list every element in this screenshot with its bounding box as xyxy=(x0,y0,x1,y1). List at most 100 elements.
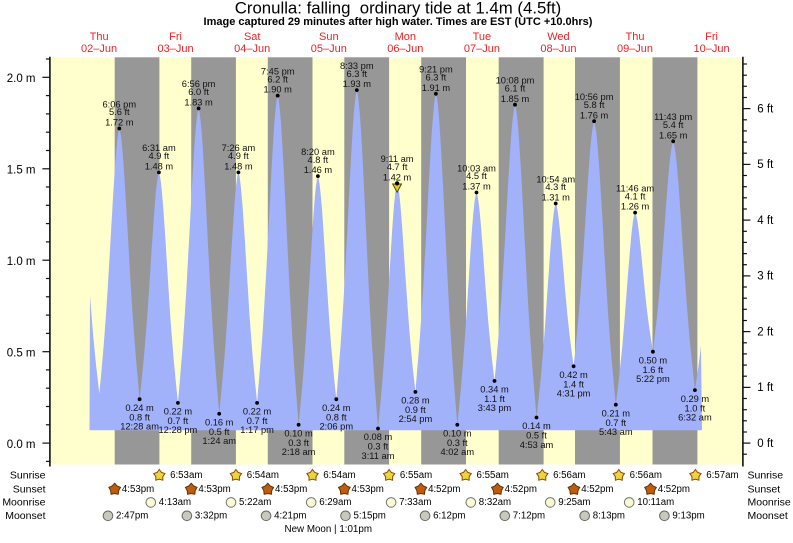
svg-text:0.9 ft: 0.9 ft xyxy=(405,405,426,415)
svg-text:4.7 ft: 4.7 ft xyxy=(387,162,408,172)
svg-text:10:11am: 10:11am xyxy=(637,497,674,508)
svg-text:Thu: Thu xyxy=(626,31,645,43)
svg-text:0.5 ft: 0.5 ft xyxy=(526,431,547,441)
svg-text:8:20 am: 8:20 am xyxy=(301,147,335,157)
svg-text:1.48 m: 1.48 m xyxy=(145,162,174,172)
svg-text:4:53pm: 4:53pm xyxy=(352,484,384,495)
svg-text:New Moon | 1:01pm: New Moon | 1:01pm xyxy=(285,524,373,535)
svg-text:1.90 m: 1.90 m xyxy=(263,85,292,95)
svg-text:8:33 pm: 8:33 pm xyxy=(340,61,374,71)
svg-text:2 ft: 2 ft xyxy=(757,326,774,338)
svg-text:5:15pm: 5:15pm xyxy=(354,510,386,521)
svg-text:0.21 m: 0.21 m xyxy=(602,408,631,418)
svg-text:5:43 am: 5:43 am xyxy=(599,427,633,437)
svg-text:7:33am: 7:33am xyxy=(399,497,431,508)
svg-text:0.0 m: 0.0 m xyxy=(7,439,36,451)
svg-text:1:24 am: 1:24 am xyxy=(202,436,236,446)
svg-text:1.83 m: 1.83 m xyxy=(184,98,213,108)
svg-text:0.3 ft: 0.3 ft xyxy=(368,442,389,452)
svg-text:0.22 m: 0.22 m xyxy=(243,407,272,417)
svg-text:8:13pm: 8:13pm xyxy=(593,510,625,521)
svg-text:5.8 ft: 5.8 ft xyxy=(584,100,605,110)
svg-text:2:47pm: 2:47pm xyxy=(116,510,148,521)
svg-text:4:02 am: 4:02 am xyxy=(441,447,475,457)
svg-text:Sunrise: Sunrise xyxy=(748,469,784,481)
svg-text:5.4 ft: 5.4 ft xyxy=(663,120,684,130)
svg-text:6:57am: 6:57am xyxy=(706,470,738,481)
svg-text:6:31 am: 6:31 am xyxy=(142,143,176,153)
svg-text:5:22 pm: 5:22 pm xyxy=(636,374,670,384)
svg-text:Sat: Sat xyxy=(244,31,261,43)
svg-text:6.3 ft: 6.3 ft xyxy=(346,69,367,79)
svg-text:5:22am: 5:22am xyxy=(239,497,271,508)
svg-text:Cronulla: falling ordinary ti: Cronulla: falling ordinary tide at 1.4m … xyxy=(235,0,561,18)
svg-text:4.8 ft: 4.8 ft xyxy=(308,155,329,165)
svg-text:7:26 am: 7:26 am xyxy=(222,143,256,153)
svg-text:1.1 ft: 1.1 ft xyxy=(484,394,505,404)
svg-text:08–Jun: 08–Jun xyxy=(540,43,576,55)
svg-text:1.31 m: 1.31 m xyxy=(541,193,570,203)
svg-text:4:53pm: 4:53pm xyxy=(122,484,154,495)
svg-text:6:56am: 6:56am xyxy=(553,470,585,481)
svg-text:0.7 ft: 0.7 ft xyxy=(247,416,268,426)
svg-text:Sun: Sun xyxy=(319,31,339,43)
svg-text:4:53 am: 4:53 am xyxy=(520,440,554,450)
svg-text:Moonset: Moonset xyxy=(748,510,788,522)
svg-text:0.16 m: 0.16 m xyxy=(205,418,234,428)
svg-text:2:54 pm: 2:54 pm xyxy=(399,414,433,424)
svg-text:1.93 m: 1.93 m xyxy=(343,79,372,89)
svg-text:Sunset: Sunset xyxy=(13,483,46,495)
svg-text:03–Jun: 03–Jun xyxy=(158,43,194,55)
svg-text:6:32 am: 6:32 am xyxy=(678,412,712,422)
svg-text:0.08 m: 0.08 m xyxy=(364,432,393,442)
svg-text:6.1 ft: 6.1 ft xyxy=(505,83,526,93)
svg-text:4:52pm: 4:52pm xyxy=(658,484,690,495)
svg-text:1.37 m: 1.37 m xyxy=(462,182,491,192)
svg-text:6:06 pm: 6:06 pm xyxy=(103,99,137,109)
svg-text:Sunrise: Sunrise xyxy=(10,469,46,481)
svg-text:1.65 m: 1.65 m xyxy=(659,130,688,140)
svg-text:0.10 m: 0.10 m xyxy=(443,429,472,439)
svg-text:0.7 ft: 0.7 ft xyxy=(605,418,626,428)
svg-text:3 ft: 3 ft xyxy=(757,271,774,283)
svg-text:06–Jun: 06–Jun xyxy=(387,43,423,55)
svg-text:0.22 m: 0.22 m xyxy=(164,407,193,417)
svg-text:6:12pm: 6:12pm xyxy=(433,510,465,521)
svg-text:5 ft: 5 ft xyxy=(757,159,774,171)
svg-text:0.8 ft: 0.8 ft xyxy=(129,412,150,422)
svg-text:0.10 m: 0.10 m xyxy=(284,429,313,439)
svg-text:6:55am: 6:55am xyxy=(400,470,432,481)
svg-text:0 ft: 0 ft xyxy=(757,438,774,450)
svg-text:Wed: Wed xyxy=(547,31,569,43)
svg-text:Fri: Fri xyxy=(169,31,182,43)
svg-text:Fri: Fri xyxy=(705,31,718,43)
svg-text:1.5 m: 1.5 m xyxy=(7,165,36,177)
svg-text:4:31 pm: 4:31 pm xyxy=(557,389,591,399)
svg-text:1.91 m: 1.91 m xyxy=(422,83,451,93)
svg-text:3:32pm: 3:32pm xyxy=(195,510,227,521)
svg-text:10–Jun: 10–Jun xyxy=(694,43,730,55)
svg-text:10:54 am: 10:54 am xyxy=(536,174,575,184)
svg-text:0.5 ft: 0.5 ft xyxy=(209,427,230,437)
svg-text:1:17 pm: 1:17 pm xyxy=(240,425,274,435)
svg-text:7:12pm: 7:12pm xyxy=(513,510,545,521)
svg-text:4.3 ft: 4.3 ft xyxy=(545,182,566,192)
svg-text:0.42 m: 0.42 m xyxy=(559,370,588,380)
svg-text:4 ft: 4 ft xyxy=(757,215,774,227)
svg-text:04–Jun: 04–Jun xyxy=(234,43,270,55)
svg-text:6.3 ft: 6.3 ft xyxy=(426,73,447,83)
svg-text:4.9 ft: 4.9 ft xyxy=(228,151,249,161)
svg-text:9:25am: 9:25am xyxy=(558,497,590,508)
svg-text:0.29 m: 0.29 m xyxy=(681,394,710,404)
svg-text:1.42 m: 1.42 m xyxy=(383,173,412,183)
svg-text:0.50 m: 0.50 m xyxy=(639,355,668,365)
svg-text:0.14 m: 0.14 m xyxy=(522,421,551,431)
svg-text:0.7 ft: 0.7 ft xyxy=(168,416,189,426)
svg-text:5.6 ft: 5.6 ft xyxy=(109,107,130,117)
svg-text:1.46 m: 1.46 m xyxy=(304,165,333,175)
svg-text:Moonrise: Moonrise xyxy=(2,496,45,508)
svg-text:6:56am: 6:56am xyxy=(630,470,662,481)
svg-text:12:28 pm: 12:28 pm xyxy=(159,425,198,435)
svg-text:10:56 pm: 10:56 pm xyxy=(575,92,614,102)
svg-text:02–Jun: 02–Jun xyxy=(81,43,117,55)
